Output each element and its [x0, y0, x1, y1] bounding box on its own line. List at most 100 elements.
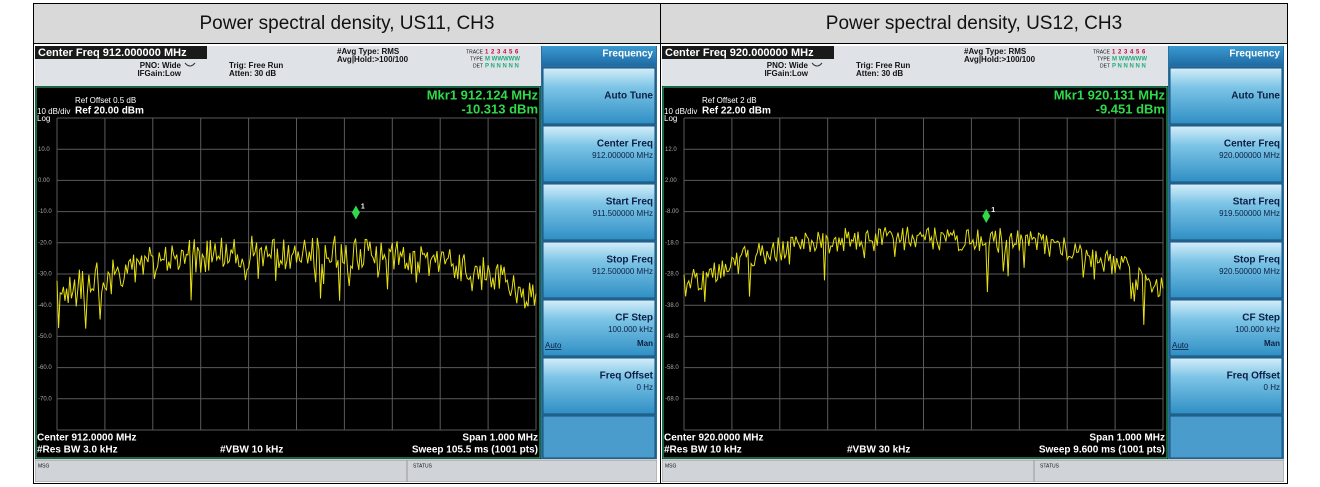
y-tick-label: -8.00 — [665, 209, 679, 215]
marker-id: 1 — [361, 203, 365, 210]
softkey-label: Freq Offset — [1227, 371, 1281, 382]
span: Span 1.000 MHz — [462, 433, 538, 444]
label: IFGain:Low — [764, 69, 808, 78]
title-box — [662, 46, 834, 59]
label: M WWWWW — [485, 57, 520, 63]
softkey — [1169, 357, 1283, 415]
y-tick-label: -30.0 — [38, 272, 52, 278]
sweep: Sweep 105.5 ms (1001 pts) — [412, 445, 538, 456]
marker-freq: Mkr1 912.124 MHz — [427, 87, 539, 102]
label: TYPE — [1097, 56, 1111, 62]
label: 1 2 3 4 5 6 — [1112, 50, 1146, 56]
softkey — [1169, 67, 1283, 125]
scale: 10 dB/div — [37, 107, 70, 116]
y-tick-label: -58.0 — [665, 365, 679, 371]
msg: MSG — [665, 463, 677, 469]
softkey-value: 100.000 kHz — [608, 325, 653, 334]
label: DET — [473, 63, 483, 69]
menu-title-bg — [1169, 46, 1283, 66]
label: #Avg Type: RMS — [964, 47, 1027, 56]
label: #Avg Type: RMS — [337, 47, 400, 56]
softkey-label: Stop Freq — [606, 255, 653, 266]
softkey-label: Stop Freq — [1233, 255, 1280, 266]
column-header: Power spectral density, US12, CH3 — [660, 3, 1288, 44]
ref-level: Ref 22.00 dBm — [702, 106, 771, 117]
scale: 10 dB/div — [664, 107, 697, 116]
label: Atten: 30 dB — [856, 69, 903, 78]
analyzer-screen: Center Freq 912.000000 MHz PNO: WideIFGai… — [35, 46, 657, 482]
status-bar — [35, 459, 657, 482]
softkey — [1169, 125, 1283, 183]
center: Center 912.0000 MHz — [37, 433, 137, 444]
vbw: #VBW 30 kHz — [847, 445, 910, 456]
label: PNO: Wide — [767, 61, 809, 70]
status: STATUS — [1040, 463, 1060, 469]
softkey-label: CF Step — [1242, 313, 1280, 324]
label: TYPE — [470, 56, 484, 62]
label: 1 2 3 4 5 6 — [485, 50, 519, 56]
marker-id: 1 — [991, 207, 995, 214]
menu-title: Frequency — [602, 49, 653, 60]
icon — [811, 62, 823, 67]
y-tick-label: -10.0 — [38, 209, 52, 215]
y-tick-label: -28.0 — [665, 272, 679, 278]
status-bar — [662, 459, 1284, 482]
y-tick-label: -20.0 — [38, 240, 52, 246]
span: Span 1.000 MHz — [1089, 433, 1165, 444]
label: IFGain:Low — [137, 69, 181, 78]
analyzer-screen: Center Freq 920.000000 MHz PNO: WideIFGai… — [662, 46, 1284, 482]
y-tick-label: -38.0 — [665, 303, 679, 309]
softkey-label: CF Step — [615, 313, 653, 324]
status: STATUS — [413, 463, 433, 469]
y-tick-label: -68.0 — [665, 396, 679, 402]
softkey-label: Auto Tune — [1231, 91, 1280, 102]
softkey-label: Auto Tune — [604, 91, 653, 102]
center: Center 920.0000 MHz — [664, 433, 764, 444]
center-freq: Center Freq 920.000000 MHz — [665, 47, 814, 59]
ref-offset: Ref Offset 0.5 dB — [75, 96, 136, 105]
graph-bg — [35, 86, 541, 459]
y-tick-label: 2.00 — [665, 178, 677, 184]
softkey-option: Man — [637, 339, 653, 348]
softkey-label: Center Freq — [597, 139, 653, 150]
marker-freq: Mkr1 920.131 MHz — [1054, 87, 1166, 102]
trace — [56, 235, 537, 329]
y-tick-label: -40.0 — [38, 303, 52, 309]
softkey-value: 920.000000 MHz — [1219, 151, 1280, 160]
title-box — [35, 46, 207, 59]
softkey — [542, 357, 656, 415]
softkey-value: 0 Hz — [637, 383, 653, 392]
softkey-value: 911.500000 MHz — [593, 209, 653, 218]
softkey-blank — [1169, 415, 1283, 459]
y-tick-label: 10.0 — [38, 147, 50, 153]
log: Log — [664, 114, 677, 123]
label: Avg|Hold:>100/100 — [337, 55, 409, 64]
graph-frame — [662, 86, 1168, 459]
softkey — [1169, 241, 1283, 299]
label: Trig: Free Run — [856, 61, 910, 70]
label: P N N N N N — [1112, 64, 1146, 70]
marker — [982, 208, 991, 223]
softkey — [1169, 183, 1283, 241]
marker-level: -10.313 dBm — [461, 101, 538, 116]
softkey-blank — [542, 415, 656, 459]
column-header: Power spectral density, US11, CH3 — [33, 3, 661, 44]
softkey-option: Auto — [545, 341, 562, 350]
softkey-value: 919.500000 MHz — [1219, 209, 1280, 218]
y-tick-label: -48.0 — [665, 334, 679, 340]
softkey-value: 100.000 kHz — [1235, 325, 1280, 334]
softkey-option: Auto — [1172, 341, 1189, 350]
table-cell: Center Freq 912.000000 MHz PNO: Wide IFGai… — [33, 43, 661, 484]
label: DET — [1100, 63, 1110, 69]
label: PNO: Wide — [140, 61, 182, 70]
sweep: Sweep 9.600 ms (1001 pts) — [1039, 445, 1165, 456]
graph-frame — [35, 86, 541, 459]
softkey — [542, 241, 656, 299]
vbw: #VBW 10 kHz — [220, 445, 283, 456]
softkey — [1169, 299, 1283, 357]
softkey-option: Man — [1264, 339, 1280, 348]
menu-title: Frequency — [1229, 49, 1280, 60]
center-freq: Center Freq 912.000000 MHz — [38, 47, 187, 59]
trace — [683, 226, 1164, 325]
